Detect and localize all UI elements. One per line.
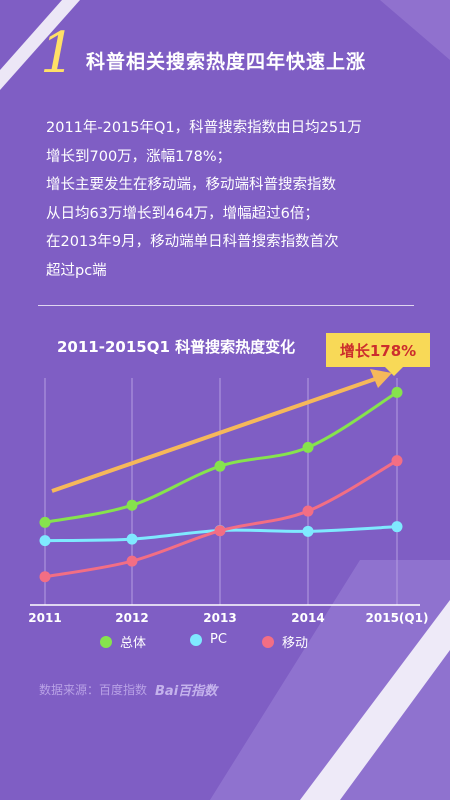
body-line: 超过pc端 xyxy=(46,262,107,279)
legend-swatch xyxy=(100,635,112,648)
body-line: 增长到700万，涨幅178%； xyxy=(46,148,232,165)
data-point-总体-2011 xyxy=(39,516,51,528)
data-point-总体-2012 xyxy=(126,499,138,511)
section-number: 1 xyxy=(40,21,76,86)
data-point-PC-2014 xyxy=(302,525,314,537)
body-line: 在2013年9月，移动端单日科普搜索指数首次 xyxy=(46,234,339,250)
body-line: 2011年-2015年Q1，科普搜索指数由日均251万 xyxy=(46,120,362,136)
legend-label: 总体 xyxy=(120,636,147,651)
series-line-总体 xyxy=(44,391,398,524)
legend-label: 移动 xyxy=(282,636,309,651)
divider xyxy=(38,305,414,306)
line-chart: 2011 2012 2013 2014 2015(Q1) xyxy=(28,369,429,625)
legend-item: 总体 xyxy=(100,632,146,651)
data-point-总体-2014 xyxy=(302,441,314,453)
body-text: 2011年-2015年Q1，科普搜索指数由日均251万 增长到700万，涨幅17… xyxy=(46,114,426,285)
x-tick-label: 2013 xyxy=(203,611,236,625)
legend-swatch xyxy=(262,635,274,648)
data-point-移动-2014 xyxy=(302,505,314,517)
data-point-移动-2013 xyxy=(214,525,226,537)
legend-item: 移动 xyxy=(262,632,308,651)
x-tick-label: 2015(Q1) xyxy=(366,611,429,625)
legend-label: PC xyxy=(210,632,227,647)
growth-callout: 增长178% xyxy=(326,333,430,376)
x-tick-label: 2012 xyxy=(115,611,148,625)
baidu-logo: Bai百指数 xyxy=(155,684,218,699)
data-point-总体-2013 xyxy=(214,460,226,472)
source-text: 数据来源：百度指数 xyxy=(39,683,148,697)
data-point-移动-2012 xyxy=(126,555,138,567)
data-point-移动-2011 xyxy=(39,571,51,583)
x-tick-label: 2014 xyxy=(291,611,324,625)
legend-swatch xyxy=(190,633,202,646)
body-line: 增长主要发生在移动端，移动端科普搜索指数 xyxy=(46,177,336,193)
page-title: 科普相关搜索热度四年快速上涨 xyxy=(86,51,367,73)
data-point-PC-2011 xyxy=(39,535,51,547)
chart-title: 2011-2015Q1 科普搜索热度变化 xyxy=(57,338,296,356)
data-point-总体-2015(Q1) xyxy=(391,386,403,398)
legend-item: PC xyxy=(190,632,227,647)
data-point-PC-2012 xyxy=(126,533,138,545)
x-tick-label: 2011 xyxy=(28,611,61,625)
data-point-移动-2015(Q1) xyxy=(391,455,403,467)
data-point-PC-2015(Q1) xyxy=(391,521,403,533)
body-line: 从日均63万增长到464万，增幅超过6倍； xyxy=(46,205,319,222)
trend-arrow-line xyxy=(51,376,379,493)
data-source: 数据来源：百度指数 Bai百指数 xyxy=(39,680,217,699)
series-line-移动 xyxy=(44,459,398,579)
chart-legend: 总体 PC 移动 xyxy=(0,632,450,654)
